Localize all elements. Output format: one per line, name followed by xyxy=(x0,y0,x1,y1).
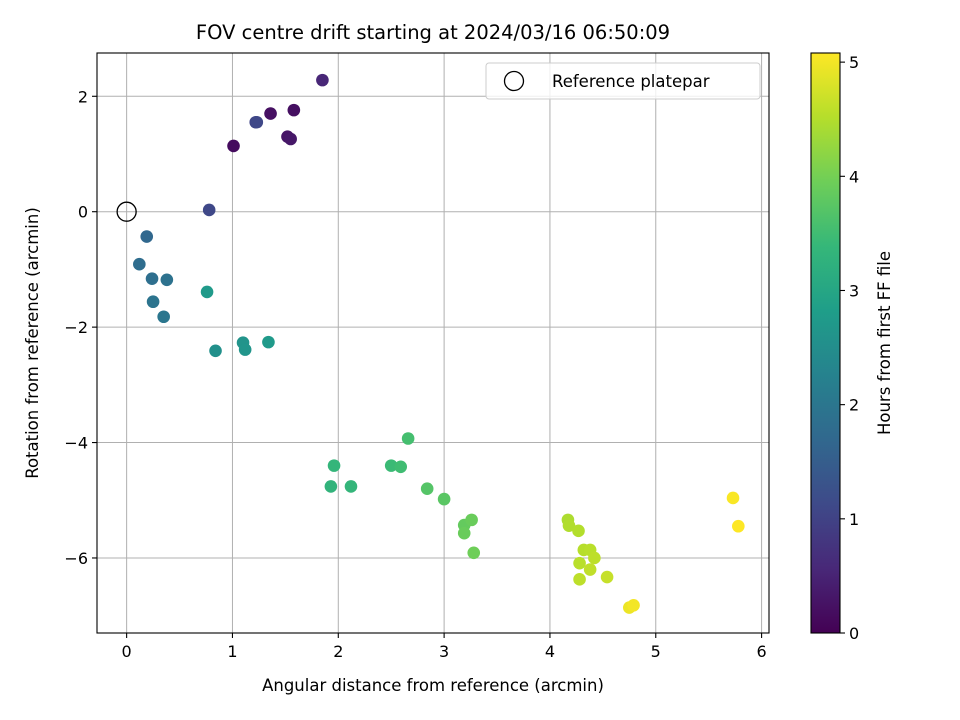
chart-title: FOV centre drift starting at 2024/03/16 … xyxy=(196,21,670,44)
legend-box xyxy=(485,62,761,100)
data-point xyxy=(262,335,275,349)
data-point xyxy=(238,343,252,356)
data-point xyxy=(572,524,585,538)
data-point xyxy=(202,203,216,217)
data-point xyxy=(284,132,297,146)
data-points xyxy=(133,73,745,614)
data-point xyxy=(600,570,614,584)
colorbar-tick-label: 5 xyxy=(849,53,859,72)
data-point xyxy=(227,139,240,153)
data-point xyxy=(588,551,601,565)
data-point xyxy=(316,73,329,87)
y-tick-label: −6 xyxy=(64,549,88,568)
data-point xyxy=(583,563,597,576)
data-point xyxy=(437,492,451,506)
colorbar-gradient xyxy=(811,53,840,633)
colorbar-tick-label: 0 xyxy=(849,624,859,643)
colorbar: 0 1 2 3 4 5 Hours from first FF file xyxy=(810,52,894,643)
y-tick-label: −2 xyxy=(64,318,88,337)
data-point xyxy=(250,115,264,129)
data-point xyxy=(420,482,434,496)
x-tick-label: 4 xyxy=(545,642,555,661)
data-point xyxy=(465,513,478,527)
data-point xyxy=(287,103,301,117)
reference-point xyxy=(116,201,137,222)
data-point xyxy=(467,546,481,560)
legend-marker-open-circle-icon xyxy=(503,70,525,92)
data-point xyxy=(344,480,358,493)
data-point xyxy=(264,107,277,120)
colorbar-tick-label: 2 xyxy=(849,396,859,415)
y-tick-label: 2 xyxy=(78,87,88,106)
data-point xyxy=(394,460,408,474)
data-point xyxy=(133,257,146,271)
colorbar-tick-label: 1 xyxy=(849,510,859,529)
data-point xyxy=(401,432,415,445)
x-tick-label: 2 xyxy=(333,642,343,661)
data-point xyxy=(457,526,471,540)
y-axis-ticks: −6 −4 −2 0 2 xyxy=(64,87,97,568)
data-point xyxy=(327,459,341,472)
reference-marker xyxy=(116,201,137,222)
x-tick-label: 5 xyxy=(651,642,661,661)
data-point xyxy=(384,459,398,472)
x-tick-label: 1 xyxy=(227,642,237,661)
x-axis-title: Angular distance from reference (arcmin) xyxy=(262,676,604,695)
x-tick-label: 0 xyxy=(122,642,132,661)
data-point xyxy=(157,310,170,324)
data-point xyxy=(627,598,640,612)
data-point xyxy=(732,519,745,533)
plot-frame xyxy=(96,52,770,634)
grid xyxy=(97,53,769,633)
data-point xyxy=(140,230,154,243)
colorbar-frame xyxy=(810,52,841,634)
legend: Reference platepar xyxy=(485,62,761,100)
data-point xyxy=(562,519,576,532)
data-point xyxy=(160,273,174,287)
x-tick-label: 6 xyxy=(756,642,766,661)
data-point xyxy=(209,344,222,358)
legend-label: Reference platepar xyxy=(552,72,710,91)
x-tick-label: 3 xyxy=(439,642,449,661)
data-point xyxy=(324,480,338,493)
x-axis-ticks: 0 1 2 3 4 5 6 xyxy=(122,633,767,661)
colorbar-title: Hours from first FF file xyxy=(875,251,894,435)
data-point xyxy=(726,491,740,505)
colorbar-tick-label: 3 xyxy=(849,281,859,300)
colorbar-ticks: 0 1 2 3 4 5 xyxy=(840,53,859,643)
y-tick-label: 0 xyxy=(78,203,88,222)
data-point xyxy=(573,573,586,586)
y-tick-label: −4 xyxy=(64,434,88,453)
data-point xyxy=(146,295,160,309)
data-point xyxy=(573,556,586,570)
data-point xyxy=(200,285,214,299)
data-point xyxy=(145,272,159,285)
colorbar-tick-label: 4 xyxy=(849,167,859,186)
y-axis-title: Rotation from reference (arcmin) xyxy=(23,207,42,479)
